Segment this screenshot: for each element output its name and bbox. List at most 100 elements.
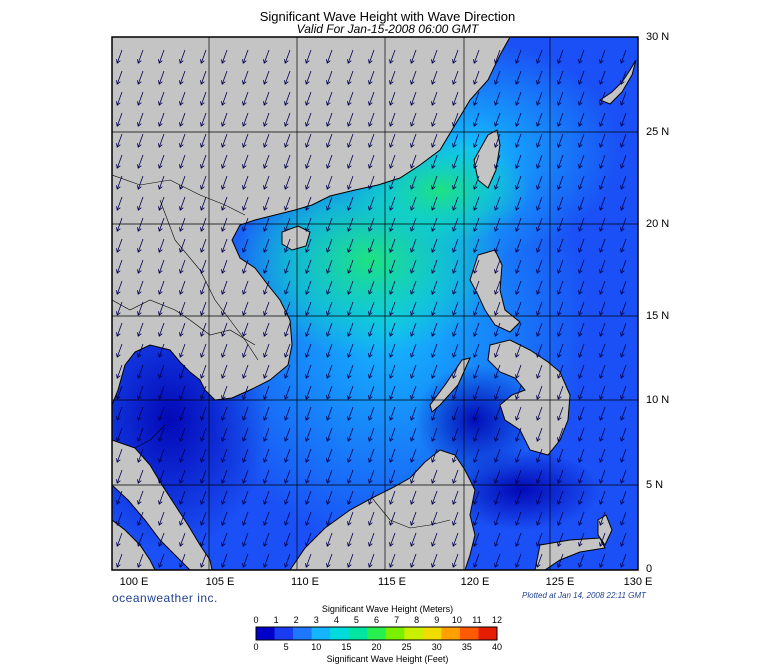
wave-arrow bbox=[137, 322, 144, 337]
wave-arrow bbox=[368, 133, 375, 148]
wave-arrow bbox=[410, 469, 417, 484]
wave-arrow bbox=[578, 238, 585, 253]
wave-arrow bbox=[578, 532, 585, 547]
wave-arrow bbox=[326, 385, 333, 400]
wave-arrow bbox=[599, 490, 606, 505]
wave-arrow bbox=[536, 511, 543, 526]
wave-arrow bbox=[410, 553, 417, 568]
wave-arrow bbox=[410, 91, 417, 106]
wave-arrow bbox=[536, 448, 543, 463]
wave-arrow bbox=[200, 133, 207, 148]
wave-arrow bbox=[242, 511, 249, 526]
wave-arrow bbox=[179, 469, 186, 484]
wave-arrow bbox=[599, 301, 606, 316]
wave-arrow bbox=[515, 427, 522, 442]
wave-arrow bbox=[410, 49, 417, 64]
colorbar-swatch bbox=[459, 627, 479, 640]
wave-arrow bbox=[620, 301, 627, 316]
wave-arrow bbox=[515, 238, 522, 253]
wave-arrow bbox=[431, 91, 438, 106]
wave-arrow bbox=[116, 427, 123, 442]
wave-arrow bbox=[368, 217, 375, 232]
land-sumatra bbox=[112, 519, 156, 570]
wave-arrow bbox=[389, 112, 396, 127]
wave-arrow bbox=[494, 196, 501, 211]
wave-arrow bbox=[620, 133, 627, 148]
wave-arrow bbox=[452, 112, 459, 127]
wave-arrow bbox=[557, 238, 564, 253]
wave-arrow bbox=[179, 343, 186, 358]
lat-label-15n: 15 N bbox=[646, 310, 670, 322]
wave-arrow bbox=[137, 490, 144, 505]
wave-arrow bbox=[179, 280, 186, 295]
wave-arrow bbox=[536, 322, 543, 337]
colorbar bbox=[255, 626, 498, 641]
wave-arrow bbox=[515, 259, 522, 274]
wave-arrow bbox=[200, 553, 207, 568]
wave-arrow bbox=[473, 217, 480, 232]
wave-arrow bbox=[158, 238, 165, 253]
wave-arrow bbox=[158, 112, 165, 127]
wave-arrow bbox=[158, 280, 165, 295]
wave-arrow bbox=[242, 301, 249, 316]
wave-arrow bbox=[305, 49, 312, 64]
wave-arrow bbox=[536, 343, 543, 358]
wave-arrow bbox=[578, 490, 585, 505]
wave-arrow bbox=[515, 154, 522, 169]
wave-arrow bbox=[305, 322, 312, 337]
wave-arrow bbox=[452, 406, 459, 421]
wave-arrow bbox=[263, 217, 270, 232]
wave-arrow bbox=[305, 112, 312, 127]
wave-arrow bbox=[452, 448, 459, 463]
wave-arrow bbox=[515, 112, 522, 127]
wave-arrow bbox=[557, 553, 564, 568]
wave-arrow bbox=[305, 91, 312, 106]
wave-arrow bbox=[515, 364, 522, 379]
wave-arrow bbox=[179, 175, 186, 190]
wave-arrow bbox=[452, 469, 459, 484]
wave-arrow bbox=[263, 196, 270, 211]
wave-arrow bbox=[347, 301, 354, 316]
wave-arrow bbox=[137, 91, 144, 106]
wave-arrow bbox=[389, 490, 396, 505]
wave-arrow bbox=[179, 301, 186, 316]
wave-arrow bbox=[578, 217, 585, 232]
colorbar-feet-tick: 5 bbox=[283, 642, 289, 652]
wave-arrow bbox=[389, 364, 396, 379]
wave-arrow bbox=[536, 133, 543, 148]
wave-arrow bbox=[347, 196, 354, 211]
wave-arrow bbox=[284, 553, 291, 568]
wave-arrow bbox=[557, 511, 564, 526]
colorbar-feet-tick: 0 bbox=[253, 642, 259, 652]
wave-arrow bbox=[368, 196, 375, 211]
wave-arrow bbox=[431, 427, 438, 442]
wave-arrow bbox=[158, 196, 165, 211]
wave-arrow bbox=[284, 427, 291, 442]
wave-arrow bbox=[515, 301, 522, 316]
wave-arrow bbox=[284, 301, 291, 316]
wave-arrow bbox=[389, 469, 396, 484]
colorbar-meter-tick: 12 bbox=[491, 615, 502, 625]
wave-arrow bbox=[179, 196, 186, 211]
wave-direction-arrows bbox=[116, 49, 627, 568]
wave-arrow bbox=[284, 280, 291, 295]
wave-arrow bbox=[116, 133, 123, 148]
wave-arrow bbox=[305, 385, 312, 400]
wave-arrow bbox=[410, 217, 417, 232]
wave-arrow bbox=[242, 406, 249, 421]
wave-arrow bbox=[536, 406, 543, 421]
wave-arrow bbox=[347, 133, 354, 148]
wave-arrow bbox=[494, 490, 501, 505]
wave-arrow bbox=[578, 301, 585, 316]
wave-arrow bbox=[221, 364, 228, 379]
wave-arrow bbox=[620, 427, 627, 442]
wave-arrow bbox=[221, 553, 228, 568]
wave-arrow bbox=[494, 406, 501, 421]
wave-arrow bbox=[242, 448, 249, 463]
wave-arrow bbox=[305, 238, 312, 253]
wave-arrow bbox=[116, 490, 123, 505]
wave-arrow bbox=[263, 406, 270, 421]
wave-arrow bbox=[368, 280, 375, 295]
wave-arrow bbox=[305, 196, 312, 211]
wave-arrow bbox=[347, 238, 354, 253]
